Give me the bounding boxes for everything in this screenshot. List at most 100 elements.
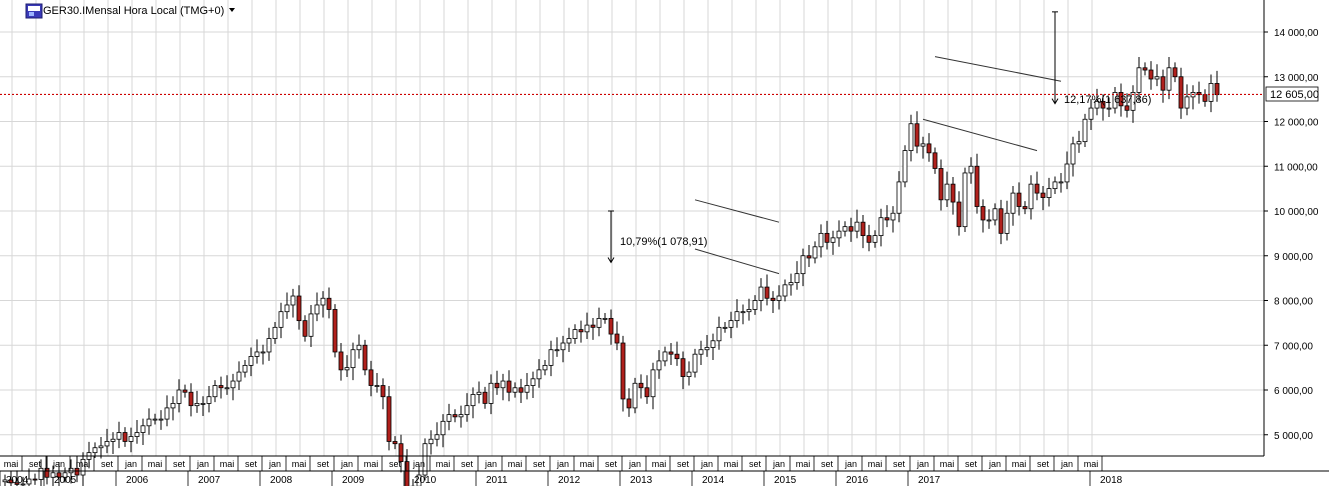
time-axis[interactable]: mai set jan mai set jan mai set jan mai set jan mai s…	[0, 455, 1329, 486]
candle-body-up	[752, 300, 758, 310]
candle	[80, 452, 86, 486]
candle-body-up	[38, 467, 44, 480]
candle-body-down	[122, 432, 128, 442]
candle	[176, 379, 182, 413]
measure-arrow-2013[interactable]	[607, 210, 615, 264]
candle-body-up	[158, 418, 164, 421]
candle	[986, 209, 992, 229]
candle	[182, 384, 188, 398]
candle	[962, 167, 968, 233]
candle	[152, 413, 158, 425]
candle	[584, 312, 590, 339]
year-tick-label: 2018	[1100, 475, 1123, 486]
candle-body-up	[902, 150, 908, 183]
candle	[194, 390, 200, 413]
candle	[494, 370, 500, 395]
candle-body-up	[164, 407, 170, 420]
candle-body-up	[356, 344, 362, 351]
candle-body-down	[506, 380, 512, 393]
candle	[422, 438, 428, 481]
candle	[992, 203, 998, 226]
candle	[554, 337, 560, 357]
y-tick-label: 14 000,00	[1274, 28, 1319, 39]
candle	[140, 418, 146, 446]
month-tick-label: set	[389, 459, 402, 469]
candle-body-down	[362, 344, 368, 371]
candle	[368, 360, 374, 397]
candle	[1004, 200, 1010, 241]
candle-body-down	[1142, 67, 1148, 71]
candle	[74, 455, 80, 483]
candle-body-up	[422, 443, 428, 476]
dropdown-arrow-icon[interactable]	[229, 8, 235, 12]
month-tick-label: mai	[364, 459, 379, 469]
price-axis[interactable]: 5 000,00 6 000,00 7 000,00 8 000,00 9 000,00…	[1263, 0, 1319, 456]
candle-body-up	[650, 369, 656, 398]
month-tick-label: mai	[220, 459, 235, 469]
candle	[806, 245, 812, 267]
candle-body-up	[110, 438, 116, 442]
candle-body-up	[290, 295, 296, 306]
month-tick-label: mai	[868, 459, 883, 469]
month-tick-label: jan	[196, 459, 209, 469]
candle	[488, 374, 494, 415]
candle-body-up	[92, 447, 98, 454]
candle	[920, 136, 926, 159]
candle	[1076, 130, 1082, 153]
candle-body-down	[1178, 76, 1184, 109]
candle	[1106, 97, 1112, 118]
candle	[452, 409, 458, 423]
channel-2014-upper-line[interactable]	[694, 199, 780, 223]
candle-body-down	[578, 329, 584, 333]
channel-2017-lower-line[interactable]	[922, 118, 1038, 152]
drawing-tools[interactable]	[0, 11, 1264, 275]
candle	[692, 348, 698, 378]
month-tick-label: jan	[916, 459, 929, 469]
y-tick-label: 8 000,00	[1274, 297, 1313, 308]
candle-body-up	[260, 351, 266, 354]
candle	[296, 285, 302, 330]
month-tick-label: mai	[580, 459, 595, 469]
candle-body-up	[554, 349, 560, 352]
candle-body-up	[224, 387, 230, 390]
month-tick-label: jan	[340, 459, 353, 469]
candle	[1016, 182, 1022, 216]
candle-body-up	[26, 478, 32, 485]
candle	[8, 470, 14, 486]
channel-2017-upper-line[interactable]	[934, 56, 1062, 82]
candle-body-up	[596, 317, 602, 328]
year-tick-label: 2009	[342, 475, 365, 486]
candle	[26, 468, 32, 486]
candle-body-up	[146, 418, 152, 427]
month-tick-label: jan	[124, 459, 137, 469]
candle	[134, 419, 140, 444]
channel-2014-lower-line[interactable]	[694, 248, 780, 275]
candle-body-up	[308, 313, 314, 337]
candle	[734, 299, 740, 328]
candle	[428, 430, 434, 455]
candle	[380, 378, 386, 410]
month-tick-label: mai	[652, 459, 667, 469]
current-price-marker: 12 605,00	[1265, 86, 1319, 102]
candle-body-down	[914, 123, 920, 147]
month-tick-label: jan	[700, 459, 713, 469]
candle	[1130, 85, 1136, 123]
measure-arrow-2017[interactable]	[1051, 11, 1059, 105]
candle-body-up	[800, 255, 806, 275]
candle-body-up	[584, 324, 590, 333]
candle-body-up	[794, 273, 800, 283]
candle	[728, 311, 734, 339]
candle-body-down	[1160, 76, 1166, 91]
candle	[530, 371, 536, 399]
year-tick-label: 2010	[414, 475, 437, 486]
chart-header[interactable]: GER30.IMensal Hora Local (TMG+0)	[25, 3, 235, 19]
candle-body-up	[812, 246, 818, 259]
month-tick-label: jan	[628, 459, 641, 469]
candle-body-up	[314, 304, 320, 315]
month-tick-label: set	[749, 459, 762, 469]
candle-body-down	[644, 387, 650, 398]
candle-body-up	[284, 304, 290, 313]
candle	[938, 159, 944, 211]
